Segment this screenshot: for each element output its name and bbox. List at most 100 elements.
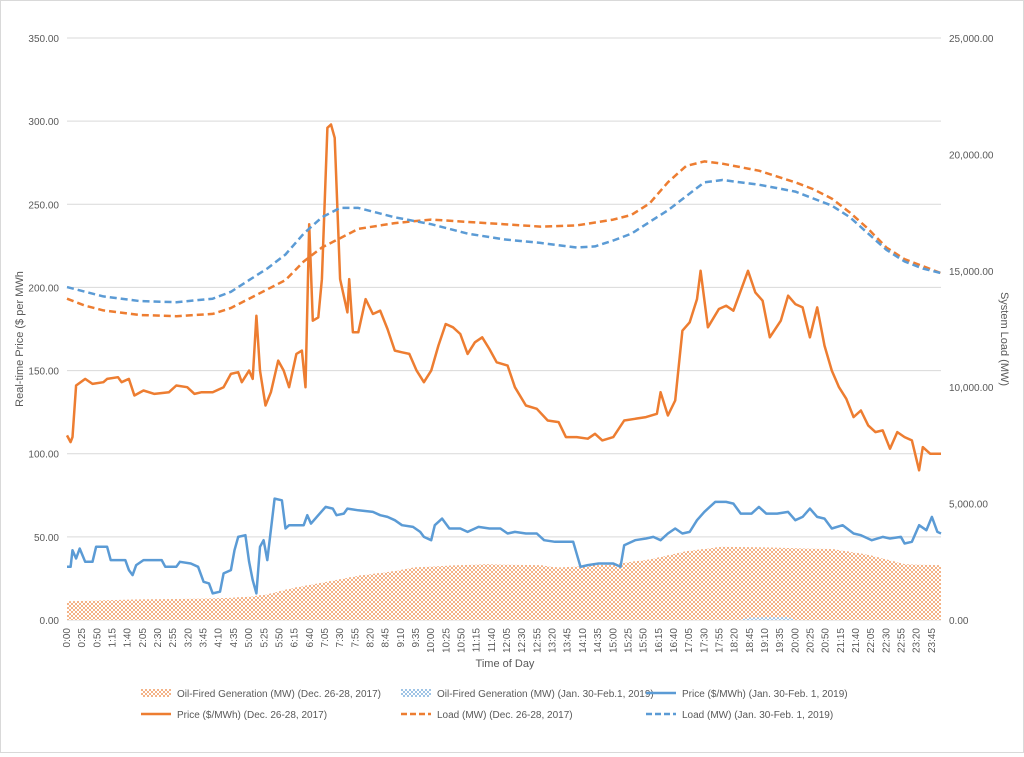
- left-axis-title: Real-time Price ($ per MWh: [14, 271, 26, 407]
- x-tick-label: 19:35: [775, 628, 786, 653]
- x-tick-label: 4:10: [214, 628, 225, 648]
- x-tick-label: 17:05: [684, 628, 695, 653]
- x-tick-label: 17:30: [699, 628, 710, 653]
- x-tick-label: 22:30: [881, 628, 892, 653]
- x-tick-label: 5:25: [259, 628, 270, 648]
- line-series-3: [65, 123, 941, 472]
- x-tick-label: 0:50: [92, 628, 103, 648]
- x-tick-label: 5:00: [244, 628, 255, 648]
- left-axis-ticks: 0.00 50.00 100.00 150.00 200.00 250.00 300.00 3…: [28, 34, 59, 627]
- legend-label: Load (MW) (Dec. 26-28, 2017): [437, 710, 573, 721]
- line-series-2: [67, 497, 942, 595]
- right-axis-ticks: 0.00 5,000.00 10,000.00 15,000.00 20,000.00 2…: [949, 34, 994, 627]
- legend-item: Load (MW) (Jan. 30-Feb. 1, 2019): [646, 710, 833, 721]
- x-tick-label: 15:25: [623, 628, 634, 653]
- left-tick-label: 250.00: [28, 200, 59, 211]
- x-tick-label: 11:40: [487, 628, 498, 653]
- x-tick-label: 4:35: [229, 628, 240, 648]
- x-tick-label: 13:45: [563, 628, 574, 653]
- x-tick-label: 8:20: [365, 628, 376, 648]
- x-tick-label: 0:00: [62, 628, 73, 648]
- area-series-0: [67, 546, 941, 620]
- x-tick-label: 0:25: [77, 628, 88, 648]
- x-tick-label: 3:20: [183, 628, 194, 648]
- area-series-group: [67, 546, 941, 620]
- line-series-4: [66, 160, 942, 318]
- right-tick-label: 15,000.00: [949, 267, 994, 278]
- left-tick-label: 300.00: [28, 117, 59, 128]
- x-tick-label: 20:00: [790, 628, 801, 653]
- x-axis-title: Time of Day: [476, 658, 535, 670]
- x-tick-label: 5:50: [274, 628, 285, 648]
- area-series-1: [67, 617, 941, 620]
- legend-item: Price ($/MWh) (Jan. 30-Feb. 1, 2019): [646, 689, 848, 700]
- x-tick-label: 23:45: [927, 628, 938, 653]
- x-tick-label: 20:25: [806, 628, 817, 653]
- x-tick-label: 15:00: [608, 628, 619, 653]
- legend-item: Price ($/MWh) (Dec. 26-28, 2017): [141, 710, 327, 721]
- right-tick-label: 10,000.00: [949, 383, 994, 394]
- x-tick-label: 18:20: [730, 628, 741, 653]
- right-tick-label: 20,000.00: [949, 150, 994, 161]
- x-tick-label: 2:30: [153, 628, 164, 648]
- x-tick-label: 9:35: [411, 628, 422, 648]
- x-tick-label: 10:50: [457, 628, 468, 653]
- x-tick-label: 2:55: [168, 628, 179, 648]
- legend-swatch: [141, 689, 171, 697]
- legend-label: Price ($/MWh) (Dec. 26-28, 2017): [177, 710, 327, 721]
- left-tick-label: 200.00: [28, 283, 59, 294]
- x-tick-label: 13:20: [548, 628, 559, 653]
- legend-item: Load (MW) (Dec. 26-28, 2017): [401, 710, 573, 721]
- legend-swatch: [401, 689, 431, 697]
- x-tick-label: 10:25: [441, 628, 452, 653]
- x-tick-label: 2:05: [138, 628, 149, 648]
- x-tick-label: 16:15: [654, 628, 665, 653]
- gridlines: [67, 37, 941, 621]
- legend-label: Oil-Fired Generation (MW) (Dec. 26-28, 2…: [177, 689, 381, 700]
- x-tick-label: 3:45: [199, 628, 210, 648]
- x-tick-label: 21:15: [836, 628, 847, 653]
- x-tick-label: 9:10: [396, 628, 407, 648]
- x-tick-label: 8:45: [381, 628, 392, 648]
- x-tick-label: 12:05: [502, 628, 513, 653]
- x-tick-label: 15:50: [639, 628, 650, 653]
- right-axis-title: System Load (MW): [998, 292, 1010, 386]
- legend: Oil-Fired Generation (MW) (Dec. 26-28, 2…: [141, 689, 848, 721]
- left-tick-label: 350.00: [28, 34, 59, 45]
- x-tick-label: 6:40: [305, 628, 316, 648]
- x-tick-label: 16:40: [669, 628, 680, 653]
- left-tick-label: 50.00: [34, 533, 59, 544]
- x-tick-label: 14:35: [593, 628, 604, 653]
- x-tick-label: 11:15: [472, 628, 483, 653]
- x-tick-label: 12:30: [517, 628, 528, 653]
- x-tick-label: 21:40: [851, 628, 862, 653]
- x-tick-label: 14:10: [578, 628, 589, 653]
- x-axis-ticks: 0:00 0:25 0:50 1:15 1:40 2:05 2:30 2:55 3:20 3:45…: [62, 628, 938, 653]
- x-tick-label: 20:50: [821, 628, 832, 653]
- x-tick-label: 22:55: [897, 628, 908, 653]
- legend-item: Oil-Fired Generation (MW) (Jan. 30-Feb.1…: [401, 689, 654, 700]
- right-tick-label: 0.00: [949, 616, 969, 627]
- x-tick-label: 22:05: [866, 628, 877, 653]
- legend-label: Oil-Fired Generation (MW) (Jan. 30-Feb.1…: [437, 689, 654, 700]
- x-tick-label: 7:55: [350, 628, 361, 648]
- x-tick-label: 17:55: [714, 628, 725, 653]
- legend-label: Load (MW) (Jan. 30-Feb. 1, 2019): [682, 710, 833, 721]
- x-tick-label: 18:45: [745, 628, 756, 653]
- x-tick-label: 6:15: [290, 628, 301, 648]
- line-series-5: [66, 178, 942, 304]
- right-tick-label: 25,000.00: [949, 34, 994, 45]
- x-tick-label: 12:55: [532, 628, 543, 653]
- legend-item: Oil-Fired Generation (MW) (Dec. 26-28, 2…: [141, 689, 381, 700]
- left-tick-label: 100.00: [28, 450, 59, 461]
- x-tick-label: 7:30: [335, 628, 346, 648]
- right-tick-label: 5,000.00: [949, 500, 988, 511]
- line-series-group: [65, 123, 942, 595]
- x-tick-label: 1:15: [108, 628, 119, 648]
- left-tick-label: 0.00: [40, 616, 60, 627]
- x-tick-label: 10:00: [426, 628, 437, 653]
- x-tick-label: 7:05: [320, 628, 331, 648]
- x-tick-label: 19:10: [760, 628, 771, 653]
